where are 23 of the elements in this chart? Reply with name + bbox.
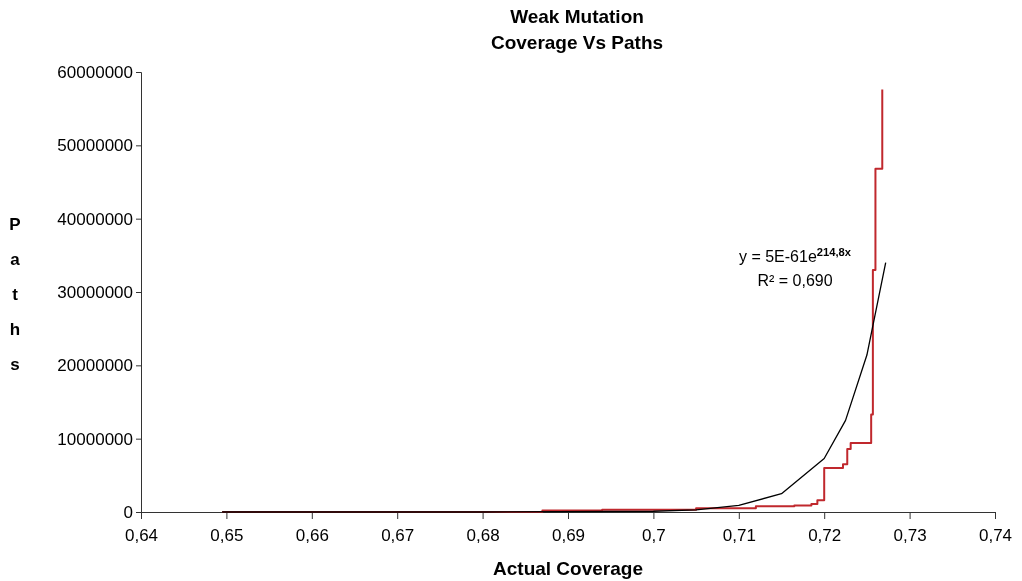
- x-tick-label: 0,68: [466, 525, 500, 545]
- y-tick-label: 30000000: [57, 282, 133, 302]
- x-tick-label: 0,64: [124, 525, 159, 545]
- x-tick-label: 0,7: [642, 525, 666, 545]
- x-tick-label: 0,65: [210, 525, 244, 545]
- y-tick-label: 50000000: [57, 136, 133, 156]
- annotation: R² = 0,690: [757, 272, 833, 289]
- x-tick-label: 0,71: [722, 525, 756, 545]
- x-tick-label: 0,74: [978, 525, 1013, 545]
- y-tick-label: 0: [123, 502, 133, 522]
- annotation: y = 5E-61e$^{214,8x}$: [738, 246, 852, 265]
- y-tick-label: 60000000: [57, 62, 133, 82]
- x-axis-title: Actual Coverage: [493, 558, 643, 579]
- y-axis-title: Paths: [9, 215, 21, 374]
- y-tick-label: 10000000: [57, 429, 133, 449]
- x-tick-label: 0,73: [893, 525, 927, 545]
- x-tick-label: 0,69: [551, 525, 586, 545]
- x-tick-label: 0,66: [295, 525, 329, 545]
- x-tick-label: 0,67: [381, 525, 415, 545]
- y-tick-label: 20000000: [57, 356, 133, 376]
- x-tick-label: 0,72: [808, 525, 842, 545]
- chart-title: Weak Mutation Coverage Vs Paths: [490, 6, 664, 53]
- y-tick-label: 40000000: [57, 209, 133, 229]
